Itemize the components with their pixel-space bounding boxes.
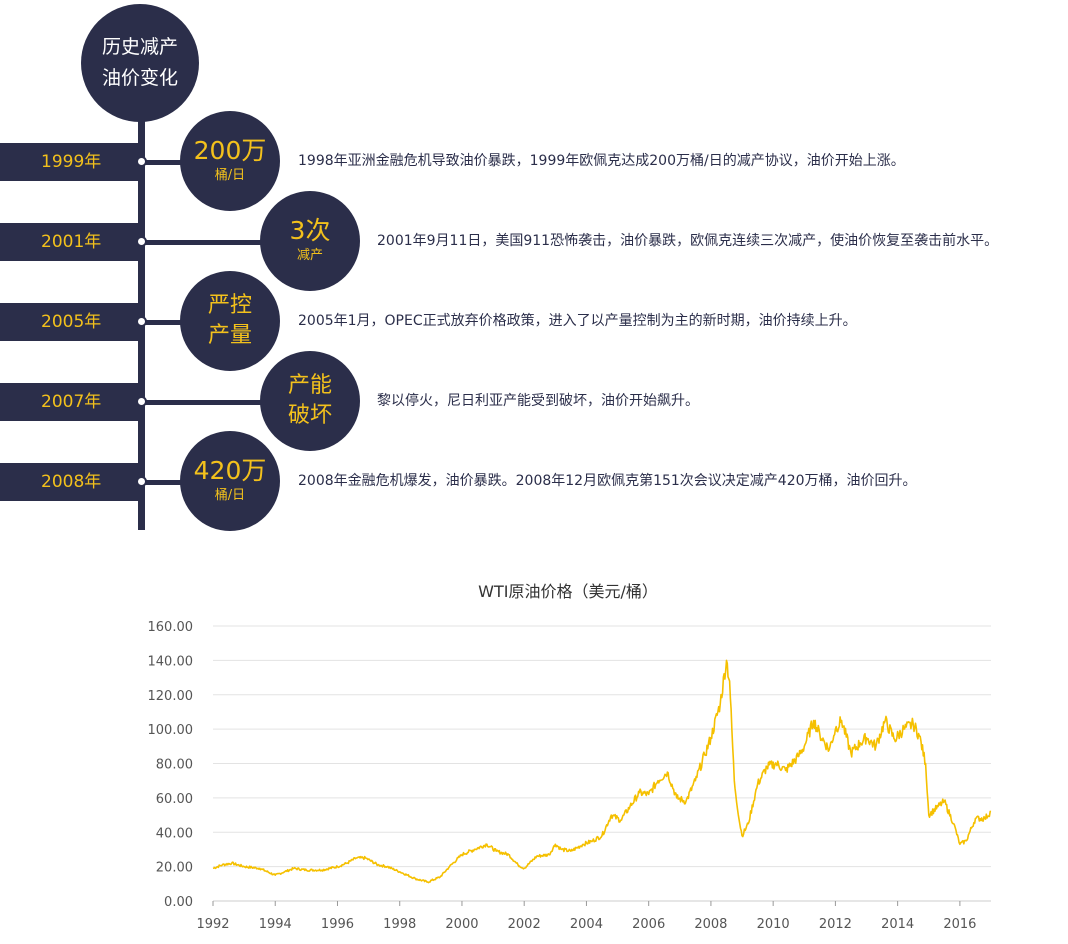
connector-line xyxy=(140,160,185,165)
timeline-row-1999: 1999年 200万 桶/日 1998年亚洲金融危机导致油价暴跌，1999年欧佩… xyxy=(0,111,1068,211)
y-tick-label: 20.00 xyxy=(156,861,193,876)
badge-sub: 破坏 xyxy=(287,403,332,428)
timeline-dot xyxy=(136,156,147,167)
x-tick-label: 1994 xyxy=(259,917,292,932)
x-tick-label: 1992 xyxy=(196,917,229,932)
y-tick-label: 80.00 xyxy=(156,758,193,773)
connector-line xyxy=(140,480,185,485)
timeline-spine xyxy=(138,100,145,530)
event-description: 1998年亚洲金融危机导致油价暴跌，1999年欧佩克达成200万桶/日的减产协议… xyxy=(298,153,905,169)
year-label: 2007年 xyxy=(0,383,138,421)
header-line2: 油价变化 xyxy=(101,67,178,89)
x-tick-label: 2002 xyxy=(508,917,541,932)
timeline-header-circle: 历史减产 油价变化 xyxy=(81,4,199,122)
badge-sub: 桶/日 xyxy=(214,168,246,183)
y-tick-label: 140.00 xyxy=(148,654,194,669)
event-description: 黎以停火，尼日利亚产能受到破坏，油价开始飙升。 xyxy=(377,393,699,409)
chart-title: WTI原油价格（美元/桶） xyxy=(478,582,658,601)
badge-sub: 减产 xyxy=(296,248,323,263)
badge-sub: 产量 xyxy=(207,323,252,348)
connector-line xyxy=(140,400,265,405)
event-badge: 产能 破坏 xyxy=(260,351,360,451)
badge-main: 3次 xyxy=(289,216,331,245)
wti-price-chart: WTI原油价格（美元/桶） 0.00 20.00 40.00 60.00 80.00 10… xyxy=(148,582,992,932)
x-tick-label: 2000 xyxy=(445,917,478,932)
event-badge: 严控 产量 xyxy=(180,271,280,371)
connector-line xyxy=(140,320,185,325)
timeline-dot xyxy=(136,316,147,327)
event-description: 2001年9月11日，美国911恐怖袭击，油价暴跌，欧佩克连续三次减产，使油价恢… xyxy=(377,233,999,249)
year-label: 2001年 xyxy=(0,223,138,261)
x-tick-label: 2008 xyxy=(694,917,727,932)
x-tick-label: 2012 xyxy=(819,917,852,932)
series-line-wti xyxy=(212,659,992,884)
timeline-row-2005: 2005年 严控 产量 2005年1月，OPEC正式放弃价格政策，进入了以产量控… xyxy=(0,271,1068,371)
event-description: 2005年1月，OPEC正式放弃价格政策，进入了以产量控制为主的新时期，油价持续… xyxy=(298,313,857,329)
event-description: 2008年金融危机爆发，油价暴跌。2008年12月欧佩克第151次会议决定减产4… xyxy=(298,473,917,489)
badge-sub: 桶/日 xyxy=(214,488,246,503)
timeline-row-2001: 2001年 3次 减产 2001年9月11日，美国911恐怖袭击，油价暴跌，欧佩… xyxy=(0,191,1068,291)
x-axis-ticks: 1992 1994 1996 1998 2000 2002 2004 2006 2008 2010… xyxy=(196,901,976,932)
connector-line xyxy=(140,240,265,245)
y-tick-label: 160.00 xyxy=(148,620,194,635)
timeline-dot xyxy=(136,236,147,247)
event-badge: 420万 桶/日 xyxy=(180,431,280,531)
grid-lines xyxy=(213,625,991,902)
year-label: 2008年 xyxy=(0,463,138,501)
timeline-row-2007: 2007年 产能 破坏 黎以停火，尼日利亚产能受到破坏，油价开始飙升。 xyxy=(0,351,1068,451)
timeline-row-2008: 2008年 420万 桶/日 2008年金融危机爆发，油价暴跌。2008年12月… xyxy=(0,431,1068,531)
y-tick-label: 120.00 xyxy=(148,689,194,704)
badge-main: 严控 xyxy=(207,293,252,318)
badge-main: 产能 xyxy=(287,373,332,398)
x-tick-label: 2014 xyxy=(881,917,914,932)
badge-main: 420万 xyxy=(193,456,267,485)
header-line1: 历史减产 xyxy=(101,36,178,58)
x-tick-label: 2004 xyxy=(570,917,603,932)
timeline-dot xyxy=(136,396,147,407)
year-label: 1999年 xyxy=(0,143,138,181)
x-tick-label: 2010 xyxy=(757,917,790,932)
event-badge: 3次 减产 xyxy=(260,191,360,291)
badge-main: 200万 xyxy=(193,136,267,165)
timeline-dot xyxy=(136,476,147,487)
year-label: 2005年 xyxy=(0,303,138,341)
x-tick-label: 2006 xyxy=(632,917,665,932)
y-tick-label: 0.00 xyxy=(164,895,193,910)
y-tick-label: 40.00 xyxy=(156,826,193,841)
x-tick-label: 1998 xyxy=(383,917,416,932)
y-axis-ticks: 0.00 20.00 40.00 60.00 80.00 100.00 120.00 140.… xyxy=(148,620,194,910)
x-tick-label: 2016 xyxy=(943,917,976,932)
x-tick-label: 1996 xyxy=(321,917,354,932)
y-tick-label: 100.00 xyxy=(148,723,194,738)
event-badge: 200万 桶/日 xyxy=(180,111,280,211)
y-tick-label: 60.00 xyxy=(156,792,193,807)
